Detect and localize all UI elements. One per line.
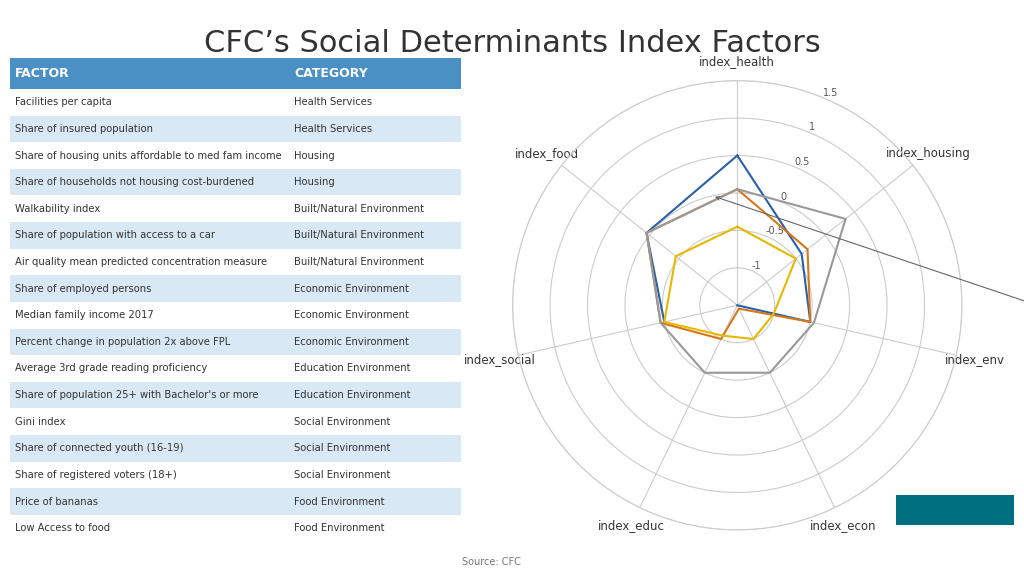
Text: Social Environment: Social Environment: [294, 416, 390, 427]
Line: E Colfax - North: E Colfax - North: [646, 189, 846, 373]
Text: Education Environment: Education Environment: [294, 363, 411, 373]
FancyBboxPatch shape: [10, 169, 461, 195]
Text: Gini index: Gini index: [14, 416, 66, 427]
Text: Median family income 2017: Median family income 2017: [14, 310, 154, 320]
Text: Economic Environment: Economic Environment: [294, 283, 409, 294]
Text: Source: CFC: Source: CFC: [462, 558, 521, 567]
Park Hill - West: [731, 152, 743, 159]
Park Hill - East: [640, 229, 652, 236]
Park Hill - East: [802, 246, 814, 253]
Legend: Park Hill - West, Park Hill - East, E Colfax - North, E Colfax - South: Park Hill - West, Park Hill - East, E Co…: [428, 0, 886, 6]
Park Hill - West: [731, 302, 743, 309]
FancyBboxPatch shape: [10, 435, 461, 461]
E Colfax - North: [731, 185, 743, 192]
FancyBboxPatch shape: [10, 89, 461, 116]
Text: Share of insured population: Share of insured population: [14, 124, 153, 134]
Text: Share of connected youth (16-19): Share of connected youth (16-19): [14, 444, 183, 453]
Text: Facilities per capita: Facilities per capita: [14, 97, 112, 107]
E Colfax - North: [654, 319, 667, 326]
FancyBboxPatch shape: [10, 382, 461, 408]
FancyBboxPatch shape: [10, 116, 461, 142]
Park Hill - East: [715, 336, 727, 343]
Park Hill - West: [658, 319, 671, 325]
E Colfax - South: [768, 310, 780, 317]
FancyBboxPatch shape: [10, 222, 461, 249]
Text: Food Environment: Food Environment: [294, 523, 385, 533]
FancyBboxPatch shape: [10, 195, 461, 222]
FancyBboxPatch shape: [10, 249, 461, 275]
Text: Health Services: Health Services: [294, 124, 372, 134]
Text: CATEGORY: CATEGORY: [294, 67, 368, 80]
E Colfax - North: [808, 319, 820, 326]
FancyBboxPatch shape: [10, 275, 461, 302]
Text: Share of employed persons: Share of employed persons: [14, 283, 152, 294]
FancyBboxPatch shape: [10, 355, 461, 382]
E Colfax - South: [670, 253, 682, 260]
Park Hill - East: [731, 185, 743, 192]
Park Hill - West: [640, 229, 652, 236]
Park Hill - East: [804, 319, 816, 325]
Text: Economic Environment: Economic Environment: [294, 310, 409, 320]
FancyBboxPatch shape: [10, 58, 290, 89]
FancyBboxPatch shape: [10, 408, 461, 435]
Text: Share of households not housing cost-burdened: Share of households not housing cost-bur…: [14, 177, 254, 187]
E Colfax - South: [658, 319, 671, 325]
Park Hill - West: [804, 319, 816, 325]
Text: Price of bananas: Price of bananas: [14, 497, 97, 506]
E Colfax - North: [764, 369, 776, 376]
Text: Social Environment: Social Environment: [294, 444, 390, 453]
Park Hill - East: [654, 319, 667, 326]
FancyBboxPatch shape: [10, 142, 461, 169]
Text: CFC’s Social Determinants Index Factors: CFC’s Social Determinants Index Factors: [204, 29, 820, 58]
Line: E Colfax - South: E Colfax - South: [665, 226, 796, 339]
Park Hill - West: [731, 152, 743, 159]
FancyBboxPatch shape: [10, 488, 461, 515]
FancyBboxPatch shape: [10, 302, 461, 328]
Park Hill - West: [796, 251, 808, 257]
Line: Park Hill - East: Park Hill - East: [646, 189, 810, 339]
E Colfax - North: [640, 229, 652, 236]
Line: Park Hill - West: Park Hill - West: [646, 156, 810, 322]
Text: Share of housing units affordable to med fam income: Share of housing units affordable to med…: [14, 150, 282, 161]
Text: Low Access to food: Low Access to food: [14, 523, 110, 533]
E Colfax - North: [840, 215, 852, 222]
E Colfax - South: [731, 223, 743, 230]
Text: The zero (0) line is the state mean: The zero (0) line is the state mean: [716, 196, 1024, 363]
Text: Percent change in population 2x above FPL: Percent change in population 2x above FP…: [14, 337, 230, 347]
E Colfax - South: [748, 336, 760, 343]
Text: Health Services: Health Services: [294, 97, 372, 107]
FancyBboxPatch shape: [10, 461, 461, 488]
Text: Housing: Housing: [294, 150, 335, 161]
E Colfax - South: [790, 255, 802, 262]
FancyBboxPatch shape: [290, 58, 461, 89]
Text: Share of registered voters (18+): Share of registered voters (18+): [14, 470, 176, 480]
Text: Share of population 25+ with Bachelor's or more: Share of population 25+ with Bachelor's …: [14, 390, 258, 400]
Text: Food Environment: Food Environment: [294, 497, 385, 506]
Text: Education Environment: Education Environment: [294, 390, 411, 400]
Text: Economic Environment: Economic Environment: [294, 337, 409, 347]
Text: Built/Natural Environment: Built/Natural Environment: [294, 204, 424, 214]
Text: Built/Natural Environment: Built/Natural Environment: [294, 257, 424, 267]
FancyBboxPatch shape: [10, 515, 461, 541]
E Colfax - North: [731, 185, 743, 192]
Park Hill - East: [733, 305, 745, 312]
Park Hill - East: [731, 185, 743, 192]
FancyBboxPatch shape: [896, 495, 1014, 525]
Text: Average 3rd grade reading proficiency: Average 3rd grade reading proficiency: [14, 363, 207, 373]
Text: Housing: Housing: [294, 177, 335, 187]
FancyBboxPatch shape: [10, 328, 461, 355]
Text: COLORADO
FUTURES
ALLIANCE: COLORADO FUTURES ALLIANCE: [935, 540, 975, 556]
E Colfax - South: [717, 332, 729, 339]
Text: Walkability index: Walkability index: [14, 204, 100, 214]
Text: Built/Natural Environment: Built/Natural Environment: [294, 230, 424, 240]
E Colfax - North: [698, 369, 711, 376]
Text: Social Environment: Social Environment: [294, 470, 390, 480]
Text: FACTOR: FACTOR: [14, 67, 70, 80]
Text: Share of population with access to a car: Share of population with access to a car: [14, 230, 215, 240]
Text: Air quality mean predicted concentration measure: Air quality mean predicted concentration…: [14, 257, 267, 267]
E Colfax - South: [731, 223, 743, 230]
